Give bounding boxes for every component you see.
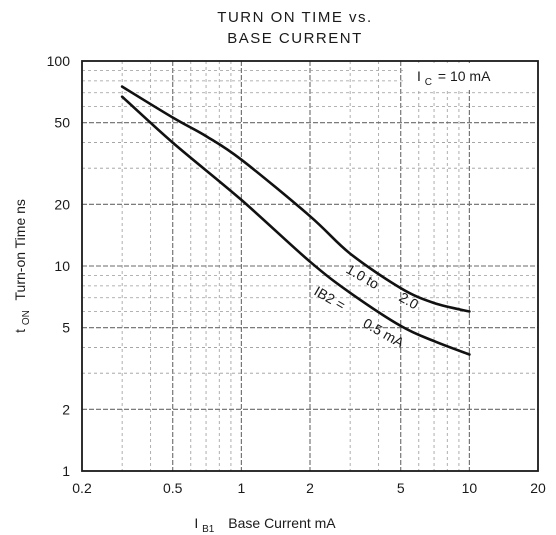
plot-frame (81, 60, 539, 472)
y-axis-subscript: ON (21, 310, 32, 325)
x-tick-label: 10 (462, 480, 478, 496)
y-axis-label: t ON Turn-on Time ns (12, 199, 32, 333)
y-tick-label: 5 (62, 320, 70, 336)
y-tick-label: 50 (54, 115, 70, 131)
y-axis-ticks: 1 2 5 10 20 50 100 (47, 53, 71, 479)
x-axis-label: I B1 Base Current mA (194, 515, 336, 535)
y-tick-label: 2 (62, 401, 70, 417)
x-axis-subscript: B1 (202, 524, 215, 535)
condition-text: = 10 mA (438, 68, 491, 84)
condition-symbol: I (417, 68, 421, 84)
x-tick-label: 0.2 (72, 480, 92, 496)
x-axis-text: Base Current mA (228, 515, 336, 531)
y-tick-label: 100 (47, 53, 71, 69)
condition-subscript: C (425, 77, 432, 88)
x-tick-label: 1 (237, 480, 245, 496)
x-axis-symbol: I (194, 515, 198, 531)
condition-box (405, 63, 536, 90)
y-tick-label: 20 (54, 196, 70, 212)
y-tick-label: 10 (54, 258, 70, 274)
condition-label: I C = 10 mA (417, 68, 491, 88)
x-tick-label: 5 (397, 480, 405, 496)
series-group (120, 85, 471, 356)
chart-grid (82, 61, 538, 471)
series-line-ib2-0-5ma (120, 95, 471, 356)
chart-title-line2: BASE CURRENT (227, 30, 363, 47)
chart-title-line1: TURN ON TIME vs. (217, 9, 372, 26)
x-axis-ticks: 0.2 0.5 1 2 5 10 20 (72, 480, 546, 496)
y-axis-text: Turn-on Time ns (12, 199, 28, 300)
y-axis-symbol: t (12, 329, 28, 333)
series-line-1-0-to-2-0 (120, 85, 471, 313)
x-tick-label: 20 (530, 480, 546, 496)
x-tick-label: 0.5 (163, 480, 183, 496)
x-tick-label: 2 (306, 480, 314, 496)
y-tick-label: 1 (62, 463, 70, 479)
